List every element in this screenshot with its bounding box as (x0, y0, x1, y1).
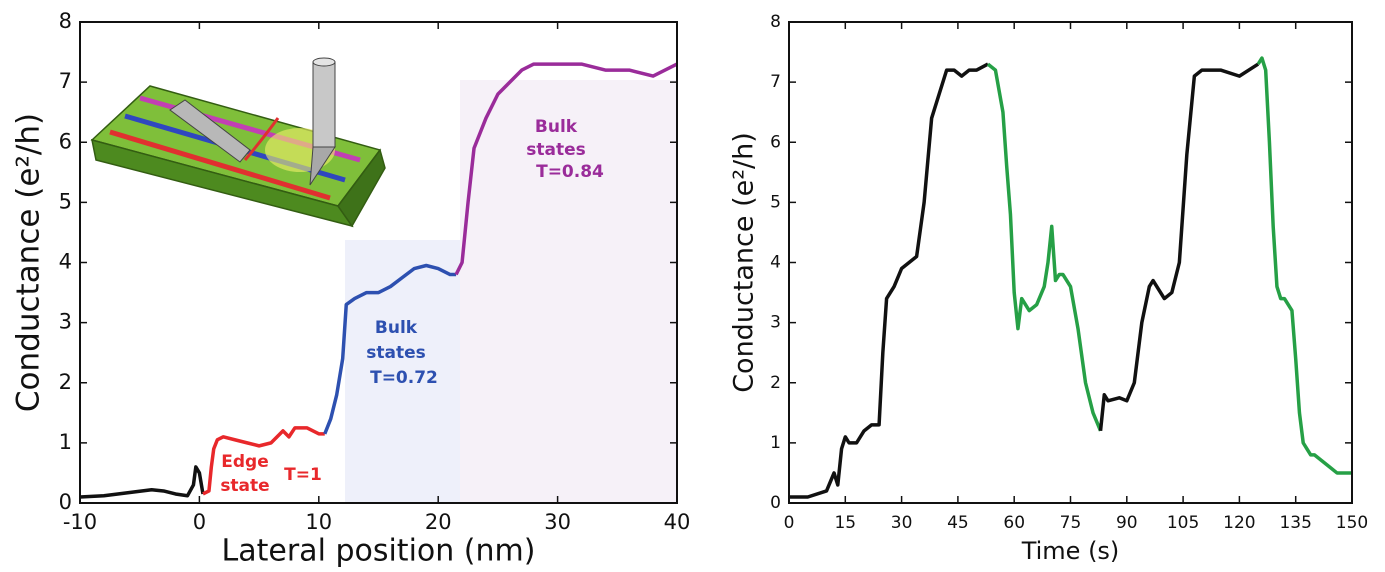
data-line (988, 64, 1101, 431)
y-tick-label: 4 (770, 253, 781, 273)
y-tick-label: 6 (59, 129, 72, 153)
annotation: states (526, 140, 586, 160)
x-tick-label: 0 (193, 510, 206, 534)
inset-illustration (92, 58, 385, 226)
annotation: T=0.84 (536, 162, 604, 182)
x-tick-label: 0 (784, 513, 795, 533)
annotation: T=0.72 (370, 368, 438, 388)
annotation: Bulk (375, 318, 418, 338)
y-tick-label: 7 (770, 72, 781, 92)
y-tick-label: 1 (59, 430, 72, 454)
annotation: state (220, 476, 269, 496)
y-tick-label: 0 (59, 490, 72, 514)
y-tick-label: 3 (770, 313, 781, 333)
x-tick-label: 60 (1003, 513, 1025, 533)
x-tick-label: 90 (1116, 513, 1138, 533)
y-tick-label: 5 (770, 192, 781, 212)
data-line (789, 64, 988, 497)
y-tick-label: 1 (770, 433, 781, 453)
annotation: Bulk (535, 117, 578, 137)
x-tick-label: 135 (1279, 513, 1311, 533)
y-tick-label: 7 (59, 69, 72, 93)
x-tick-label: 75 (1060, 513, 1082, 533)
x-tick-label: 20 (425, 510, 452, 534)
x-tick-label: 40 (664, 510, 691, 534)
x-tick-label: 120 (1223, 513, 1255, 533)
y-tick-label: 2 (770, 373, 781, 393)
y-axis-label: Conductance (e²/h) (729, 132, 760, 393)
x-tick-label: 150 (1336, 513, 1368, 533)
data-line (1258, 58, 1352, 473)
x-axis-label: Lateral position (nm) (222, 534, 536, 569)
y-tick-label: 3 (59, 310, 72, 334)
data-line (1101, 64, 1259, 431)
x-tick-label: 10 (305, 510, 332, 534)
annotation: T=1 (284, 465, 322, 485)
y-axis-label: Conductance (e²/h) (11, 113, 47, 412)
y-tick-label: 0 (770, 493, 781, 513)
data-line (80, 467, 203, 497)
y-tick-label: 5 (59, 189, 72, 213)
x-tick-label: 45 (947, 513, 969, 533)
y-tick-label: 4 (59, 250, 72, 274)
figure: -10010203040012345678Lateral position (n… (0, 0, 1385, 572)
y-tick-label: 6 (770, 132, 781, 152)
x-tick-label: 30 (891, 513, 913, 533)
annotation: Edge (221, 452, 268, 472)
y-tick-label: 2 (59, 370, 72, 394)
x-tick-label: 30 (544, 510, 571, 534)
x-tick-label: 105 (1167, 513, 1199, 533)
x-axis-label: Time (s) (1021, 537, 1120, 565)
y-tick-label: 8 (59, 9, 72, 33)
x-tick-label: 15 (834, 513, 856, 533)
y-tick-label: 8 (770, 12, 781, 32)
annotation: states (366, 343, 426, 363)
